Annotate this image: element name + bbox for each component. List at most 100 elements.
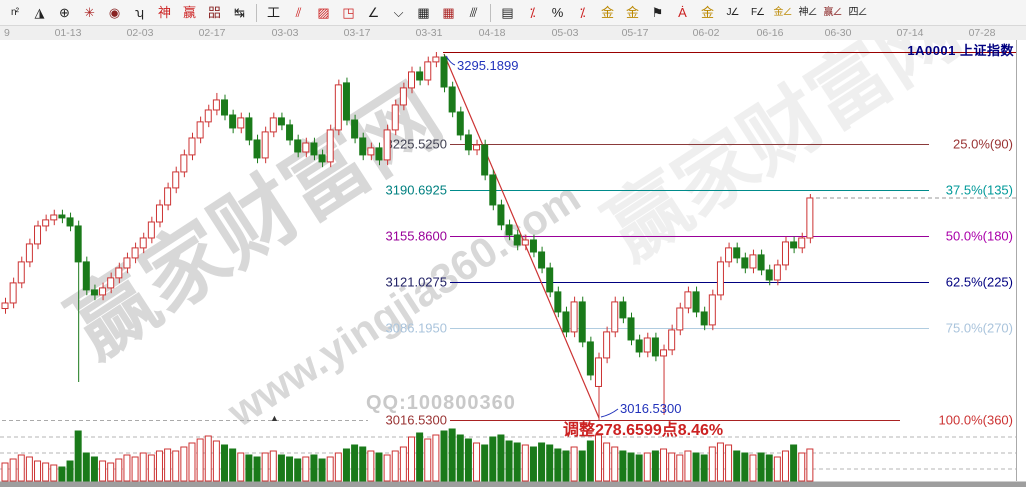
volume-bar xyxy=(34,460,42,482)
candle-body xyxy=(481,144,489,176)
toolbar-icon-gann-box-tool[interactable]: 工 xyxy=(261,0,286,25)
volume-bar xyxy=(773,456,781,482)
date-tick: 04-18 xyxy=(478,27,506,39)
toolbar-icon-f-angle-tool[interactable]: F∠ xyxy=(745,0,770,25)
toolbar-icon-trend-pencil-tool[interactable]: ◮ xyxy=(27,0,52,25)
volume-bar xyxy=(660,448,668,482)
volume-bar xyxy=(570,446,578,482)
toolbar-icon-percent-red-tool[interactable]: ⁒ xyxy=(520,0,545,25)
volume-bar xyxy=(172,450,180,482)
candle-body xyxy=(261,131,269,159)
toolbar-icon-gold-section-tool[interactable]: 金 xyxy=(620,0,645,25)
candle-body xyxy=(497,204,505,226)
toolbar-icon-j-angle-tool[interactable]: J∠ xyxy=(720,0,745,25)
candle-body xyxy=(757,254,765,271)
candle-body xyxy=(342,82,350,121)
candle-body xyxy=(749,254,757,269)
date-tick: 07-14 xyxy=(896,27,924,39)
candle-body xyxy=(245,117,253,141)
candle-body xyxy=(172,171,180,189)
candle-body xyxy=(448,86,456,113)
volume-bar xyxy=(676,454,684,482)
toolbar-icon-ying-angle-tool[interactable]: 赢∠ xyxy=(820,0,845,25)
candle-body xyxy=(139,237,147,249)
toolbar-icon-kline-mark-tool[interactable]: ʮ xyxy=(127,0,152,25)
bottom-window-edge[interactable] xyxy=(0,481,1026,487)
volume-bar xyxy=(294,458,302,482)
toolbar-icon-gann-grid-tool[interactable]: ▦ xyxy=(411,0,436,25)
fib-pct-label: 62.5%(225) xyxy=(946,275,1013,290)
toolbar-icon-gold-angle-tool[interactable]: 金∠ xyxy=(770,0,795,25)
toolbar-icon-percent-tool[interactable]: % xyxy=(545,0,570,25)
volume-bar xyxy=(196,438,204,482)
toolbar-icon-ying-tool[interactable]: 赢 xyxy=(177,0,202,25)
toolbar-icon-parallel-lines-tool[interactable]: ⫻ xyxy=(461,0,486,25)
candle-body xyxy=(212,99,220,111)
decline-trendline xyxy=(443,53,600,419)
toolbar-icon-arc-lines-tool[interactable]: ⌵ xyxy=(386,0,411,25)
toolbar-icon-shen-tool[interactable]: 神 xyxy=(152,0,177,25)
fib-price-label: 3016.5300 xyxy=(386,413,447,428)
toolbar-icon-percent-line-tool[interactable]: ⁒ xyxy=(570,0,595,25)
candle-body xyxy=(196,121,204,139)
candle-body xyxy=(25,243,33,263)
toolbar-icon-measure-tool[interactable]: ↹ xyxy=(227,0,252,25)
candle-body xyxy=(660,349,668,357)
candle-body xyxy=(253,139,261,159)
volume-bar xyxy=(538,442,546,482)
toolbar-icon-corner-box-tool[interactable]: ◳ xyxy=(336,0,361,25)
toolbar-icon-grid-box-tool[interactable]: 㗊 xyxy=(202,0,227,25)
candle-body xyxy=(432,56,440,63)
volume-bar xyxy=(611,446,619,482)
toolbar-icon-arc-box-tool[interactable]: ▨ xyxy=(311,0,336,25)
chart-area[interactable]: 赢家财富网 www.yingjia360.com 赢家财富网 3225.5250 25.… xyxy=(0,40,1026,487)
toolbar-icon-volume-bars-tool[interactable]: ▤ xyxy=(495,0,520,25)
toolbar-icon-spiral-box-tool[interactable]: ◉ xyxy=(102,0,127,25)
candle-body xyxy=(554,291,562,313)
date-tick: 03-03 xyxy=(271,27,299,39)
volume-bar xyxy=(481,444,489,482)
candle-body xyxy=(668,329,676,351)
toolbar-icon-angle-lines-tool[interactable]: ∠ xyxy=(361,0,386,25)
drawing-toolbar: n² ◮ ⊕ ✳ ◉ ʮ 神赢㗊 ↹ 工 ⫽ ▨ ◳ ∠ ⌵ ▦ ▦ ⫻ ▤ ⁒% ⁒ 金金 ⚑ Ȧ 金 J∠ F∠ 金∠ 神∠ 赢∠ 四… xyxy=(0,0,1026,26)
volume-bar xyxy=(684,450,692,482)
toolbar-icon-gann-grid-red-tool[interactable]: ▦ xyxy=(436,0,461,25)
toolbar-icon-wave-red-tool[interactable]: Ȧ xyxy=(670,0,695,25)
volume-bar xyxy=(456,434,464,482)
candle-body xyxy=(302,142,310,153)
toolbar-icon-circle-crosshair-tool[interactable]: ⊕ xyxy=(52,0,77,25)
volume-bar xyxy=(180,446,188,482)
toolbar-icon-web-fan-tool[interactable]: ✳ xyxy=(77,0,102,25)
volume-bar xyxy=(375,452,383,482)
date-tick: 06-02 xyxy=(692,27,720,39)
toolbar-icon-flag-mark-tool[interactable]: ⚑ xyxy=(645,0,670,25)
date-tick: 06-16 xyxy=(756,27,784,39)
candle-body xyxy=(286,124,294,141)
volume-bar xyxy=(790,444,798,482)
toolbar-icon-shen-angle-tool[interactable]: 神∠ xyxy=(795,0,820,25)
volume-bar xyxy=(139,452,147,482)
volume-bar xyxy=(90,456,98,482)
candle-body xyxy=(310,142,318,156)
candle-body xyxy=(603,331,611,359)
volume-bar xyxy=(408,436,415,482)
volume-bar xyxy=(261,452,269,482)
candle-body xyxy=(651,337,659,357)
volume-bar xyxy=(757,452,765,482)
toolbar-icon-pyramid-tool[interactable]: n² xyxy=(2,0,27,25)
volume-bar xyxy=(619,450,627,482)
candle-body xyxy=(90,289,98,296)
volume-bar xyxy=(82,452,90,482)
toolbar-icon-gann-fan-red-tool[interactable]: ⫽ xyxy=(286,0,311,25)
volume-bar xyxy=(383,454,391,482)
candle-body xyxy=(765,269,773,281)
toolbar-icon-four-angle-tool[interactable]: 四∠ xyxy=(845,0,870,25)
volume-bar xyxy=(74,430,82,482)
triangle-marker: ▲ xyxy=(270,413,279,423)
candle-body xyxy=(367,147,375,156)
toolbar-icon-gold-line-tool[interactable]: 金 xyxy=(695,0,720,25)
volume-bar xyxy=(277,454,285,482)
candle-body xyxy=(627,317,635,341)
toolbar-icon-gold-circle-tool[interactable]: 金 xyxy=(595,0,620,25)
